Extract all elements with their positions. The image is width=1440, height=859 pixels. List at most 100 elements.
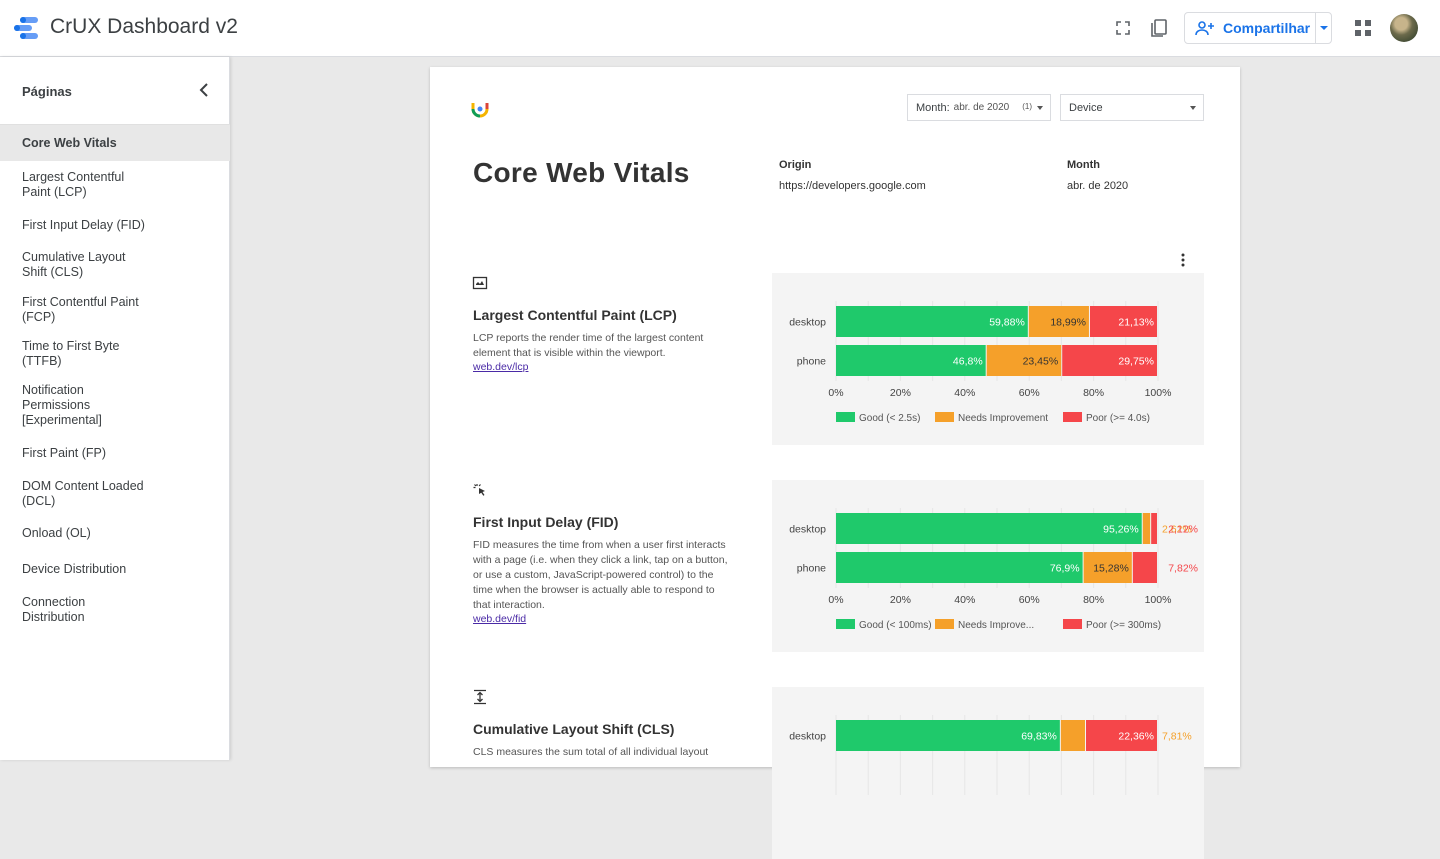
caret-down-icon [1190, 106, 1196, 110]
chevron-left-icon[interactable] [196, 81, 214, 99]
bar-segment[interactable] [836, 513, 1142, 544]
x-tick-label: 100% [1145, 387, 1172, 399]
lcp-link[interactable]: web.dev/lcp [473, 361, 529, 373]
more-options-icon[interactable] [1180, 253, 1186, 267]
data-label: 7,82% [1168, 563, 1198, 575]
legend-swatch [935, 412, 954, 422]
data-label: 46,8% [953, 356, 983, 368]
sidebar-item-onload[interactable]: Onload (OL) [0, 526, 230, 541]
category-label: desktop [789, 317, 826, 329]
data-label: 15,28% [1093, 563, 1129, 575]
share-button[interactable]: Compartilhar [1185, 13, 1315, 43]
bar-segment[interactable] [1060, 720, 1086, 751]
bar-segment[interactable] [1132, 552, 1157, 583]
bar-segment[interactable] [836, 306, 1028, 337]
x-tick-label: 80% [1083, 387, 1104, 399]
sidebar-item-label: Cumulative Layout Shift (CLS) [22, 250, 126, 279]
sidebar-item-cls[interactable]: Cumulative Layout Shift (CLS) [0, 250, 230, 280]
fullscreen-icon[interactable] [1112, 17, 1134, 39]
layout-shift-icon [474, 689, 486, 705]
sidebar-item-connection-distribution[interactable]: Connection Distribution [0, 595, 230, 625]
category-label: desktop [789, 731, 826, 743]
bar-segment[interactable] [836, 720, 1060, 751]
sidebar-item-notification-permissions[interactable]: Notification Permissions [Experimental] [0, 383, 230, 428]
x-tick-label: 20% [890, 594, 911, 606]
cls-chart: desktop 69,83% 7,81% 22,36% [772, 687, 1204, 859]
month-filter-label: Month: [916, 101, 950, 114]
device-filter-dropdown[interactable]: Device [1060, 94, 1204, 121]
bar-segment[interactable] [1089, 306, 1157, 337]
sidebar-item-label: Onload (OL) [22, 526, 91, 540]
sidebar-item-dcl[interactable]: DOM Content Loaded (DCL) [0, 479, 230, 509]
fid-chart: desktop 95,26% 2,62% 2,12% phone 76,9% 15,28% 7… [772, 480, 1204, 652]
x-tick-label: 20% [890, 387, 911, 399]
legend-swatch [1063, 619, 1082, 629]
sidebar-item-fcp[interactable]: First Contentful Paint (FCP) [0, 295, 230, 325]
bar-segment[interactable] [836, 552, 1083, 583]
month-filter-dropdown[interactable]: Month: abr. de 2020 (1) [907, 94, 1051, 121]
sidebar-item-fp[interactable]: First Paint (FP) [0, 446, 230, 461]
month-filter-value: abr. de 2020 [953, 102, 1010, 113]
sidebar-item-label: Device Distribution [22, 562, 127, 576]
user-avatar[interactable] [1390, 14, 1418, 42]
share-label: Compartilhar [1223, 20, 1311, 36]
sidebar-title: Páginas [22, 84, 72, 99]
data-label: 95,26% [1103, 524, 1139, 536]
copy-report-icon[interactable] [1148, 17, 1170, 39]
x-tick-label: 40% [954, 594, 975, 606]
sidebar-item-ttfb[interactable]: Time to First Byte (TTFB) [0, 339, 230, 369]
report-title: Core Web Vitals [473, 157, 690, 188]
sidebar-item-device-distribution[interactable]: Device Distribution [0, 562, 230, 577]
sidebar-item-core-web-vitals[interactable]: Core Web Vitals [0, 125, 230, 161]
data-label: 76,9% [1050, 563, 1080, 575]
month-label: Month [1067, 159, 1100, 171]
data-label: 2,62% [1162, 524, 1192, 536]
sidebar-item-label: First Paint (FP) [22, 446, 107, 460]
legend-swatch [1063, 412, 1082, 422]
bar-segment[interactable] [1083, 552, 1132, 583]
legend-label: Poor (>= 300ms) [1086, 620, 1161, 631]
bar-segment[interactable] [1028, 306, 1089, 337]
report-logo-icon [471, 103, 489, 118]
legend-label: Good (< 100ms) [859, 620, 932, 631]
sidebar-item-lcp[interactable]: Largest Contentful Paint (LCP) [0, 170, 230, 200]
sidebar-item-label: Largest Contentful Paint (LCP) [22, 170, 125, 199]
legend-label: Poor (>= 4.0s) [1086, 413, 1150, 424]
x-tick-label: 0% [828, 387, 843, 399]
data-label: 2,12% [1168, 524, 1198, 536]
category-label: desktop [789, 524, 826, 536]
click-pointer-icon [473, 484, 485, 496]
bar-segment[interactable] [1062, 345, 1157, 376]
lcp-title: Largest Contentful Paint (LCP) [473, 307, 677, 323]
cls-chart-svg: desktop 69,83% 7,81% 22,36% [789, 715, 1192, 795]
data-label: 69,83% [1021, 731, 1057, 743]
category-label: phone [797, 563, 826, 575]
month-value: abr. de 2020 [1067, 180, 1129, 192]
legend-swatch [836, 619, 855, 629]
report-canvas: Month: abr. de 2020 (1) Device Core Web … [430, 67, 1240, 859]
fid-chart-svg: desktop 95,26% 2,62%2,12% phone 76,9% 15,28% 7… [789, 508, 1198, 631]
sidebar-item-fid[interactable]: First Input Delay (FID) [0, 218, 230, 233]
sidebar-item-label: Time to First Byte (TTFB) [22, 339, 120, 368]
bar-segment[interactable] [1142, 513, 1151, 544]
legend-swatch [836, 412, 855, 422]
bar-segment[interactable] [986, 345, 1062, 376]
sidebar-item-label: Notification Permissions [Experimental] [22, 383, 102, 427]
apps-grid-icon[interactable] [1352, 17, 1374, 39]
data-label: 21,13% [1118, 317, 1154, 329]
add-person-icon [1195, 21, 1214, 36]
fid-title: First Input Delay (FID) [473, 514, 619, 530]
data-label: 18,99% [1050, 317, 1086, 329]
legend-label: Good (< 2.5s) [859, 413, 920, 424]
legend-swatch [935, 619, 954, 629]
bar-segment[interactable] [1086, 720, 1157, 751]
caret-down-icon [1037, 106, 1043, 110]
bar-segment[interactable] [1151, 513, 1157, 544]
data-label: 7,81% [1162, 731, 1192, 743]
looker-studio-logo-icon [14, 17, 38, 39]
fid-link[interactable]: web.dev/fid [473, 613, 527, 625]
share-button-group: Compartilhar [1184, 12, 1332, 44]
sidebar-item-label: First Contentful Paint (FCP) [22, 295, 139, 324]
bar-segment[interactable] [836, 345, 986, 376]
share-options-dropdown[interactable] [1315, 13, 1331, 43]
